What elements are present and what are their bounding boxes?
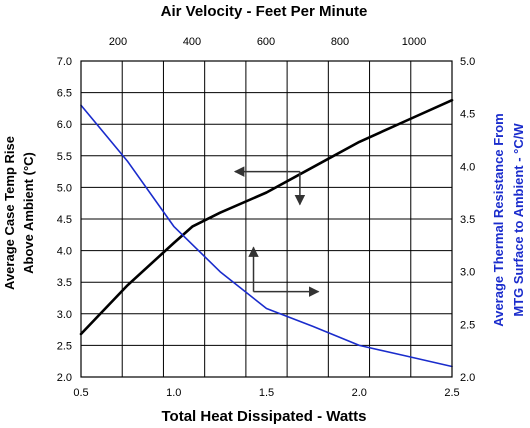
case-temp-rise-line bbox=[79, 98, 454, 336]
y-axis-left-label: Average Case Temp Rise Above Ambient (°C… bbox=[2, 136, 36, 290]
y-right-tick-label: 2.0 bbox=[460, 372, 475, 384]
y-left-tick-label: 5.5 bbox=[57, 151, 72, 163]
y-left-tick-label: 7.0 bbox=[57, 56, 72, 68]
y-left-tick-label: 2.5 bbox=[57, 340, 72, 352]
y-axis-left-label-line2: Above Ambient (°C) bbox=[21, 152, 36, 274]
y-right-tick-label: 3.5 bbox=[460, 214, 475, 226]
plot-frame bbox=[80, 60, 453, 378]
thermal-resistance-line bbox=[80, 104, 453, 368]
y-axis-right-label-line2: MTG Surface to Ambient - °C/W bbox=[511, 123, 526, 317]
y-left-tick-label: 6.0 bbox=[57, 119, 72, 131]
x-tick-label: 2.5 bbox=[444, 387, 459, 399]
x-axis-label: Total Heat Dissipated - Watts bbox=[161, 408, 366, 425]
y-axis-left-label-line1: Average Case Temp Rise bbox=[2, 136, 17, 290]
y-left-tick-label: 5.0 bbox=[57, 182, 72, 194]
x-tick-label: 1.5 bbox=[259, 387, 274, 399]
y-left-tick-label: 2.0 bbox=[57, 372, 72, 384]
top-tick-label: 400 bbox=[183, 36, 201, 48]
series-lines bbox=[79, 98, 454, 368]
y-axis-right-label: Average Thermal Resistance From MTG Surf… bbox=[491, 113, 526, 326]
chart-title: Air Velocity - Feet Per Minute bbox=[161, 3, 368, 20]
y-left-tick-label: 4.0 bbox=[57, 246, 72, 258]
top-tick-label: 1000 bbox=[402, 36, 426, 48]
y-right-tick-label: 5.0 bbox=[460, 56, 475, 68]
top-tick-label: 200 bbox=[109, 36, 127, 48]
y-left-tick-label: 3.0 bbox=[57, 309, 72, 321]
x-tick-label: 1.0 bbox=[166, 387, 181, 399]
y-left-tick-label: 3.5 bbox=[57, 277, 72, 289]
y-right-tick-label: 2.5 bbox=[460, 319, 475, 331]
y-axis-right-label-line1: Average Thermal Resistance From bbox=[491, 113, 506, 326]
grid bbox=[81, 60, 452, 378]
y-left-tick-label: 4.5 bbox=[57, 214, 72, 226]
x-tick-label: 2.0 bbox=[352, 387, 367, 399]
top-tick-label: 600 bbox=[257, 36, 275, 48]
x-tick-label: 0.5 bbox=[73, 387, 88, 399]
y-right-tick-label: 4.5 bbox=[460, 109, 475, 121]
top-tick-label: 800 bbox=[331, 36, 349, 48]
y-right-tick-label: 4.0 bbox=[460, 161, 475, 173]
y-right-tick-label: 3.0 bbox=[460, 267, 475, 279]
annotations bbox=[233, 166, 320, 297]
y-left-tick-label: 6.5 bbox=[57, 88, 72, 100]
